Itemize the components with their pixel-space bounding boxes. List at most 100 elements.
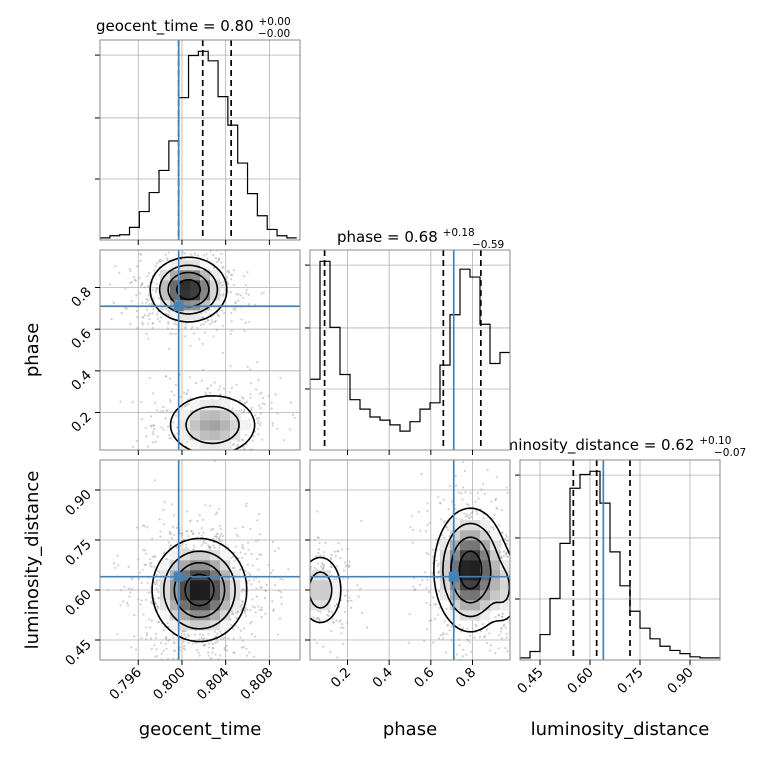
- sample-point: [427, 553, 430, 556]
- sample-point: [212, 254, 215, 257]
- sample-point: [145, 626, 148, 629]
- sample-point: [225, 649, 229, 652]
- sample-point: [322, 554, 325, 557]
- contour-line: [310, 507, 510, 633]
- ylabel-phase: phase: [22, 323, 43, 377]
- sample-point: [512, 663, 514, 665]
- sample-point: [471, 510, 474, 514]
- sample-point: [245, 292, 248, 295]
- density-cell: [160, 610, 171, 621]
- sample-point: [237, 299, 240, 302]
- sample-point: [470, 650, 473, 653]
- sample-point: [236, 444, 240, 447]
- density-cell: [310, 580, 321, 591]
- sample-point: [515, 611, 517, 613]
- histogram-bin: [310, 379, 320, 450]
- sample-point: [333, 550, 336, 553]
- sample-point: [230, 273, 233, 276]
- sample-point: [216, 532, 220, 535]
- sample-point: [237, 293, 240, 296]
- sample-point: [209, 528, 213, 531]
- density-cell: [170, 270, 181, 281]
- sample-point: [514, 587, 516, 589]
- sample-point: [215, 328, 218, 331]
- sample-point: [215, 536, 219, 539]
- sample-point: [210, 318, 213, 322]
- density-cell: [210, 580, 221, 591]
- density-cell: [190, 270, 201, 281]
- histogram-bin: [390, 425, 400, 450]
- sample-point: [329, 557, 332, 560]
- sample-point: [184, 322, 188, 326]
- histogram-bin: [420, 409, 430, 450]
- density-cell: [190, 440, 201, 450]
- sample-point: [347, 565, 350, 569]
- sample-point: [206, 387, 210, 390]
- sample-point: [264, 589, 267, 592]
- sample-point: [346, 547, 349, 551]
- sample-point: [156, 654, 159, 658]
- sample-point: [455, 484, 458, 487]
- sample-point: [140, 581, 143, 585]
- xlabel-luminosity-distance: luminosity_distance: [531, 719, 710, 740]
- sample-point: [263, 596, 267, 600]
- sample-point: [136, 316, 139, 319]
- sample-point: [173, 642, 176, 645]
- sample-point: [500, 508, 503, 512]
- sample-point: [228, 455, 230, 457]
- sample-point: [152, 423, 155, 427]
- sample-point: [168, 434, 171, 437]
- sample-point: [256, 361, 259, 364]
- sample-point: [480, 488, 483, 491]
- sample-point: [156, 435, 159, 438]
- contour-line: [158, 264, 240, 445]
- sample-point: [187, 641, 190, 645]
- sample-point: [197, 532, 200, 535]
- sample-point: [155, 573, 159, 576]
- sample-point: [274, 393, 277, 396]
- sample-point: [240, 646, 243, 649]
- density-cell: [490, 540, 501, 551]
- sample-point: [189, 253, 192, 256]
- density-cell: [230, 600, 241, 611]
- sample-point: [203, 637, 206, 640]
- sample-point: [318, 541, 321, 545]
- density-cell: [490, 550, 501, 561]
- sample-point: [464, 702, 466, 704]
- sample-point: [491, 526, 495, 529]
- sample-point: [191, 532, 195, 536]
- xtick-label-luminosity-distance: 0.60: [564, 665, 597, 698]
- sample-point: [448, 535, 451, 538]
- sample-point: [184, 327, 187, 330]
- sample-point: [267, 395, 270, 398]
- sample-point: [156, 605, 159, 608]
- sample-point: [153, 644, 156, 647]
- sample-point: [226, 637, 230, 640]
- sample-point: [173, 650, 176, 653]
- histogram-bin: [208, 61, 218, 240]
- sample-point: [186, 392, 189, 395]
- sample-point: [495, 475, 498, 479]
- sample-point: [320, 565, 323, 568]
- sample-point: [246, 563, 250, 566]
- frame: [309, 459, 511, 661]
- sample-point: [330, 629, 333, 633]
- histogram-bin: [470, 277, 480, 450]
- sample-point: [291, 413, 295, 416]
- sample-point: [239, 551, 242, 554]
- sample-point: [428, 521, 431, 525]
- density-cell: [470, 570, 481, 581]
- sample-point: [135, 294, 138, 297]
- sample-point: [500, 555, 503, 558]
- sample-point: [257, 512, 261, 516]
- sample-point: [437, 571, 440, 575]
- sample-point: [140, 637, 143, 640]
- sample-point: [149, 600, 153, 603]
- sample-point: [303, 539, 305, 541]
- sample-point: [155, 632, 158, 635]
- sample-point: [234, 301, 237, 304]
- sample-point: [505, 552, 508, 555]
- sample-point: [137, 597, 140, 601]
- density-cell: [460, 580, 471, 591]
- sample-point: [234, 302, 237, 305]
